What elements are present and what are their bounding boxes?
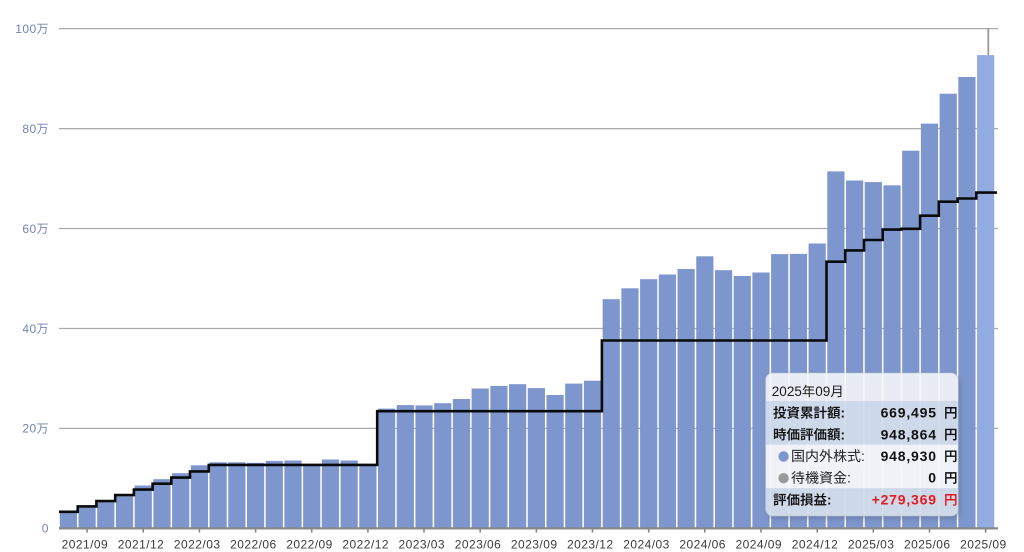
svg-text:09: 09 xyxy=(815,384,830,399)
svg-text:2023/06: 2023/06 xyxy=(455,538,502,552)
svg-text:2023/09: 2023/09 xyxy=(511,538,558,552)
svg-text::: : xyxy=(847,470,851,486)
svg-text:100: 100 xyxy=(15,22,36,36)
svg-text:2021/12: 2021/12 xyxy=(118,538,165,552)
svg-text:40: 40 xyxy=(22,322,36,336)
svg-text:669,495: 669,495 xyxy=(881,405,937,421)
svg-text:0: 0 xyxy=(42,522,49,536)
svg-text:2022/09: 2022/09 xyxy=(286,538,333,552)
svg-text:948,930: 948,930 xyxy=(881,448,937,464)
svg-text::: : xyxy=(861,448,865,464)
svg-text:0: 0 xyxy=(928,470,937,486)
svg-text:2023/03: 2023/03 xyxy=(399,538,446,552)
svg-text:2024/06: 2024/06 xyxy=(679,538,726,552)
svg-text::: : xyxy=(841,406,846,421)
svg-text:2025/09: 2025/09 xyxy=(960,538,1007,552)
svg-text:2021/09: 2021/09 xyxy=(62,538,109,552)
svg-text:2024/03: 2024/03 xyxy=(623,538,670,552)
svg-text:2024/12: 2024/12 xyxy=(792,538,839,552)
svg-text:948,864: 948,864 xyxy=(881,426,937,442)
svg-text:2025: 2025 xyxy=(772,384,802,399)
svg-text:60: 60 xyxy=(22,222,36,236)
svg-text:2023/12: 2023/12 xyxy=(567,538,614,552)
svg-text:2022/03: 2022/03 xyxy=(174,538,221,552)
svg-text:2022/12: 2022/12 xyxy=(342,538,389,552)
svg-text:2024/09: 2024/09 xyxy=(736,538,783,552)
svg-text:2025/03: 2025/03 xyxy=(848,538,895,552)
svg-text:2025/06: 2025/06 xyxy=(904,538,951,552)
svg-text::: : xyxy=(841,427,846,442)
svg-text:2022/06: 2022/06 xyxy=(230,538,277,552)
svg-text:+279,369: +279,369 xyxy=(872,492,937,508)
svg-text:20: 20 xyxy=(22,422,36,436)
svg-text::: : xyxy=(827,493,832,508)
svg-text:80: 80 xyxy=(22,122,36,136)
